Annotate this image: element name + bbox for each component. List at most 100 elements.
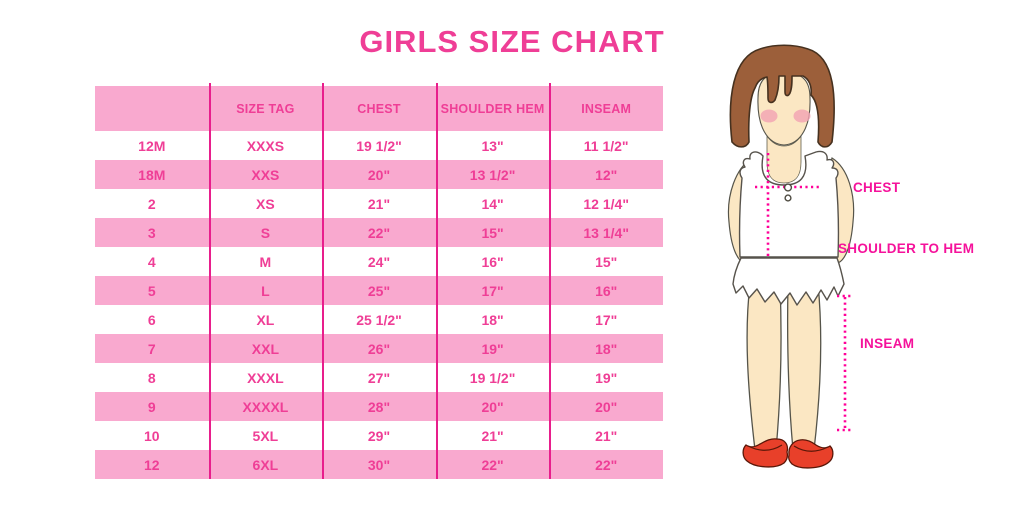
table-cell: 6 bbox=[147, 311, 156, 328]
table-row: 7 XXL 26" 19" 18" bbox=[95, 334, 663, 363]
column-divider bbox=[322, 83, 325, 479]
table-cell: 7 bbox=[147, 340, 156, 357]
table-cell: 4 bbox=[147, 253, 156, 270]
girl-hair bbox=[729, 44, 835, 148]
table-cell: XXXL bbox=[247, 369, 284, 386]
table-row: 18M XXS 20" 13 1/2" 12" bbox=[95, 160, 663, 189]
table-row: 3 S 22" 15" 13 1/4" bbox=[95, 218, 663, 247]
header-cell: INSEAM bbox=[581, 101, 632, 116]
table-cell: 18M bbox=[138, 166, 166, 183]
table-cell: 5XL bbox=[252, 427, 279, 444]
table-cell: 25 1/2" bbox=[356, 311, 402, 328]
column-divider bbox=[208, 83, 211, 479]
table-cell: 15" bbox=[595, 253, 618, 270]
table-cell: 8 bbox=[147, 369, 156, 386]
table-header-row: SIZE TAG CHEST SHOULDER HEM INSEAM bbox=[95, 86, 663, 131]
table-cell: 19" bbox=[481, 340, 504, 357]
table-cell: 12 1/4" bbox=[583, 195, 629, 212]
table-row: 9 XXXXL 28" 20" 20" bbox=[95, 392, 663, 421]
table-cell: M bbox=[259, 253, 272, 270]
table-cell: 12M bbox=[138, 137, 166, 154]
table-cell: 17" bbox=[595, 311, 618, 328]
table-cell: 21" bbox=[481, 427, 504, 444]
girl-skirt bbox=[732, 257, 845, 306]
table-cell: XXS bbox=[251, 166, 280, 183]
table-row: 12M XXXS 19 1/2" 13" 11 1/2" bbox=[95, 131, 663, 160]
table-row: 12 6XL 30" 22" 22" bbox=[95, 450, 663, 479]
table-cell: 20" bbox=[367, 166, 391, 183]
shoulder-to-hem-label: SHOULDER TO HEM bbox=[838, 241, 975, 256]
table-cell: 21" bbox=[367, 195, 391, 212]
table-cell: 30" bbox=[367, 456, 391, 473]
table-body: 12M XXXS 19 1/2" 13" 11 1/2" 18M XXS 20" 13 1/2"… bbox=[95, 131, 663, 479]
table-cell: 22" bbox=[481, 456, 504, 473]
girl-neck bbox=[766, 134, 802, 184]
table-cell: L bbox=[261, 282, 270, 299]
table-cell: 29" bbox=[367, 427, 391, 444]
table-cell: 28" bbox=[367, 398, 391, 415]
header-cell bbox=[95, 86, 209, 131]
column-divider bbox=[549, 83, 552, 479]
table-cell: 12 bbox=[144, 456, 160, 473]
table-cell: 12" bbox=[595, 166, 618, 183]
table-cell: 19" bbox=[595, 369, 618, 386]
table-cell: 11 1/2" bbox=[583, 137, 629, 154]
table-cell: 9 bbox=[147, 398, 156, 415]
measure-lines bbox=[755, 153, 853, 432]
table-row: 4 M 24" 16" 15" bbox=[95, 247, 663, 276]
girl-blush bbox=[760, 109, 811, 123]
page-title: GIRLS SIZE CHART bbox=[359, 24, 665, 59]
table-cell: 18" bbox=[595, 340, 618, 357]
shirt-buttons bbox=[783, 183, 793, 202]
table-row: 5 L 25" 17" 16" bbox=[95, 276, 663, 305]
table-cell: 14" bbox=[481, 195, 504, 212]
girl-face bbox=[757, 71, 811, 146]
table-cell: 22" bbox=[595, 456, 618, 473]
table-cell: 13" bbox=[481, 137, 504, 154]
table-cell: XXXXL bbox=[242, 398, 289, 415]
table-cell: 3 bbox=[147, 224, 156, 241]
table-cell: 19 1/2" bbox=[469, 369, 516, 386]
table-cell: XXL bbox=[251, 340, 279, 357]
table-row: 10 5XL 29" 21" 21" bbox=[95, 421, 663, 450]
table-cell: 5 bbox=[147, 282, 156, 299]
table-cell: S bbox=[260, 224, 271, 241]
table-cell: 19 1/2" bbox=[356, 137, 402, 154]
table-cell: 2 bbox=[147, 195, 156, 212]
inseam-label: INSEAM bbox=[860, 336, 915, 351]
table-cell: 16" bbox=[595, 282, 618, 299]
table-cell: 10 bbox=[144, 427, 160, 444]
table-row: 8 XXXL 27" 19 1/2" 19" bbox=[95, 363, 663, 392]
table-cell: 26" bbox=[367, 340, 391, 357]
girl-top bbox=[738, 150, 840, 258]
table-row: 6 XL 25 1/2" 18" 17" bbox=[95, 305, 663, 334]
table-cell: 13 1/2" bbox=[469, 166, 516, 183]
table-cell: 21" bbox=[595, 427, 618, 444]
column-divider bbox=[435, 83, 438, 479]
table-cell: 18" bbox=[481, 311, 504, 328]
table-cell: 24" bbox=[367, 253, 391, 270]
table-cell: 25" bbox=[367, 282, 391, 299]
table-cell: 27" bbox=[367, 369, 391, 386]
table-cell: 17" bbox=[481, 282, 504, 299]
girl-legs bbox=[746, 283, 822, 451]
table-cell: 22" bbox=[367, 224, 391, 241]
header-cell: CHEST bbox=[357, 101, 401, 116]
table-cell: 15" bbox=[481, 224, 504, 241]
table-row: 2 XS 21" 14" 12 1/4" bbox=[95, 189, 663, 218]
table-cell: 16" bbox=[481, 253, 504, 270]
table-cell: 20" bbox=[481, 398, 504, 415]
table-cell: 6XL bbox=[252, 456, 279, 473]
header-cell: SIZE TAG bbox=[236, 101, 295, 116]
table-cell: 20" bbox=[595, 398, 618, 415]
chest-label: CHEST bbox=[853, 180, 901, 195]
table-cell: XS bbox=[256, 195, 275, 212]
header-cell: SHOULDER HEM bbox=[440, 101, 545, 116]
girl-illustration bbox=[727, 44, 855, 469]
table-cell: XL bbox=[256, 311, 275, 328]
table-cell: XXXS bbox=[246, 137, 285, 154]
girl-shoes bbox=[742, 438, 834, 469]
table-cell: 13 1/4" bbox=[583, 224, 629, 241]
size-table: SIZE TAG CHEST SHOULDER HEM INSEAM 12M XXXS 1… bbox=[95, 83, 663, 479]
